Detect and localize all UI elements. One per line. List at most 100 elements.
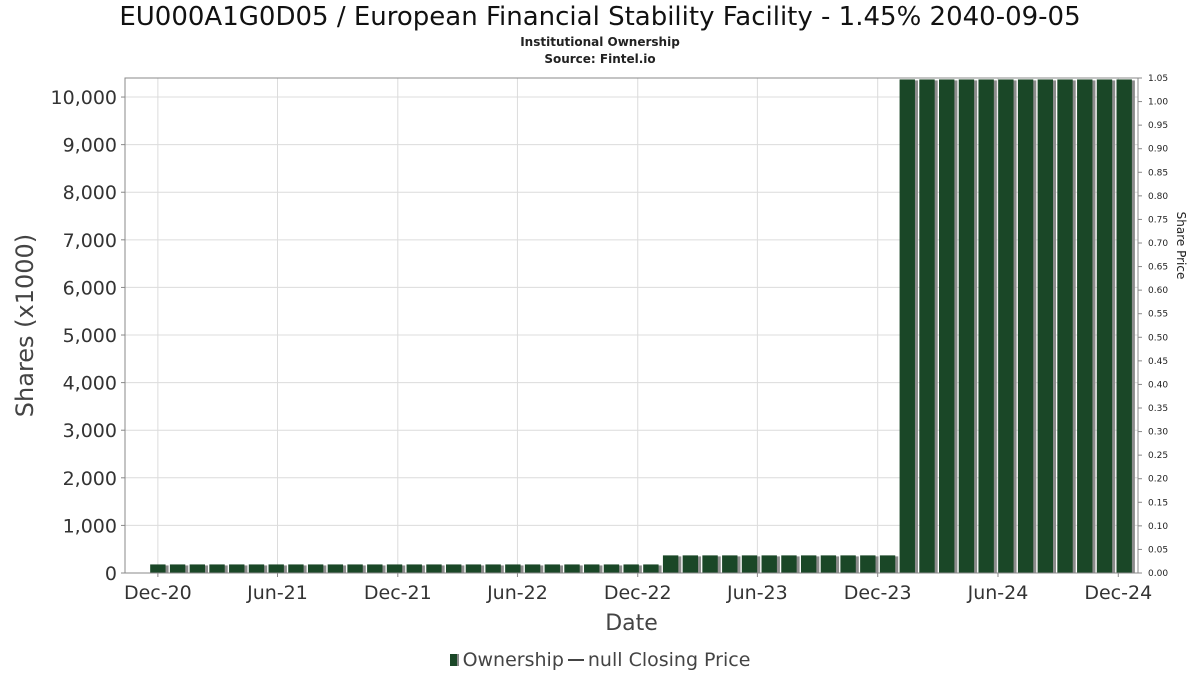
bar — [998, 79, 1014, 573]
y2-tick-label: 0.95 — [1148, 121, 1168, 131]
legend-ownership-swatch — [449, 653, 459, 666]
bar — [347, 564, 363, 573]
bar — [465, 564, 482, 573]
bar — [485, 564, 501, 573]
bar — [623, 564, 639, 573]
bar — [268, 564, 284, 573]
y-tick-label: 3,000 — [63, 420, 117, 442]
y-tick-label: 5,000 — [63, 325, 117, 347]
y2-tick-label: 0.05 — [1148, 545, 1168, 555]
bar — [406, 564, 422, 573]
bar — [643, 564, 659, 573]
bar — [1017, 79, 1034, 573]
x-axis-title: Date — [605, 611, 658, 636]
bar — [1116, 79, 1132, 573]
x-tick-label: Jun-23 — [726, 582, 788, 604]
x-tick-label: Dec-21 — [364, 582, 432, 604]
chart-title: EU000A1G0D05 / European Financial Stabil… — [119, 2, 1081, 32]
y2-tick-label: 0.35 — [1148, 404, 1168, 414]
bar — [1037, 79, 1054, 573]
bar — [169, 564, 186, 573]
y2-tick-label: 0.25 — [1148, 451, 1168, 461]
bar — [702, 555, 718, 573]
bar — [524, 564, 541, 573]
y2-tick-label: 0.60 — [1148, 286, 1168, 296]
bar — [426, 564, 442, 573]
legend-price-label: null Closing Price — [587, 648, 751, 671]
bar — [958, 79, 975, 573]
bar — [1096, 79, 1113, 573]
bar — [327, 564, 344, 573]
bar — [1057, 79, 1073, 573]
y2-tick-label: 0.45 — [1148, 357, 1168, 367]
y-tick-label: 7,000 — [63, 230, 117, 252]
bar — [209, 564, 225, 573]
chart-source: Source: Fintel.io — [544, 52, 656, 66]
y2-tick-label: 0.65 — [1148, 263, 1168, 273]
y-axis-title: Shares (x1000) — [11, 234, 39, 417]
y2-tick-label: 1.05 — [1148, 74, 1168, 84]
y2-tick-label: 0.90 — [1148, 145, 1168, 155]
x-tick-label: Jun-21 — [246, 582, 308, 604]
legend-ownership-label: Ownership — [462, 648, 564, 671]
y2-tick-label: 1.00 — [1148, 98, 1168, 108]
bar — [800, 555, 817, 573]
bar — [682, 555, 699, 573]
y2-tick-label: 0.15 — [1148, 498, 1168, 508]
bar — [879, 555, 896, 573]
y-tick-label: 0 — [105, 563, 117, 585]
bar — [445, 564, 462, 573]
bar — [544, 564, 560, 573]
y2-tick-label: 0.20 — [1148, 475, 1168, 485]
y2-tick-label: 0.40 — [1148, 380, 1168, 390]
bar — [761, 555, 777, 573]
bar — [229, 564, 245, 573]
plot-frame — [124, 77, 1139, 574]
chart-subtitle: Institutional Ownership — [520, 35, 680, 49]
bar — [584, 564, 600, 573]
y2-tick-label: 0.70 — [1148, 239, 1168, 249]
bar — [603, 564, 620, 573]
bar — [722, 555, 738, 573]
y2-tick-label: 0.50 — [1148, 333, 1168, 343]
bar — [367, 564, 383, 573]
y-tick-label: 1,000 — [63, 515, 117, 537]
bar — [248, 564, 265, 573]
bar — [307, 564, 324, 573]
y-tick-label: 9,000 — [63, 135, 117, 157]
y2-tick-label: 0.75 — [1148, 215, 1168, 225]
y-tick-label: 10,000 — [51, 87, 117, 109]
y2-tick-label: 0.85 — [1148, 168, 1168, 178]
bar — [150, 564, 166, 573]
y2-tick-label: 0.55 — [1148, 310, 1168, 320]
bar — [781, 555, 797, 573]
legend-price-line — [567, 658, 584, 661]
ownership-chart: 0 1,000 2,000 3,000 4,000 5,000 6,000 7,000 8,00… — [11, 74, 1188, 636]
y-tick-label: 8,000 — [63, 182, 117, 204]
x-tick-label: Dec-22 — [604, 582, 672, 604]
bar — [899, 79, 915, 573]
bar — [939, 79, 955, 573]
y-tick-label: 6,000 — [63, 277, 117, 299]
y2-tick-label: 0.00 — [1148, 569, 1168, 579]
y2-tick-label: 0.80 — [1148, 192, 1168, 202]
bar — [386, 564, 403, 573]
bar — [505, 564, 521, 573]
y2-tick-label: 0.30 — [1148, 428, 1168, 438]
bar — [919, 79, 935, 573]
y-tick-label: 4,000 — [63, 373, 117, 395]
x-tick-label: Dec-23 — [844, 582, 912, 604]
x-tick-label: Jun-22 — [486, 582, 548, 604]
bar — [860, 555, 876, 573]
x-tick-label: Dec-20 — [124, 582, 192, 604]
y2-axis-title: Share Price — [1174, 212, 1188, 280]
x-tick-label: Dec-24 — [1084, 582, 1152, 604]
bar — [189, 564, 206, 573]
bar — [978, 79, 994, 573]
bar — [662, 555, 679, 573]
bar — [840, 555, 856, 573]
y2-tick-label: 0.10 — [1148, 522, 1168, 532]
bar — [288, 564, 304, 573]
bar — [741, 555, 758, 573]
y-tick-label: 2,000 — [63, 468, 117, 490]
